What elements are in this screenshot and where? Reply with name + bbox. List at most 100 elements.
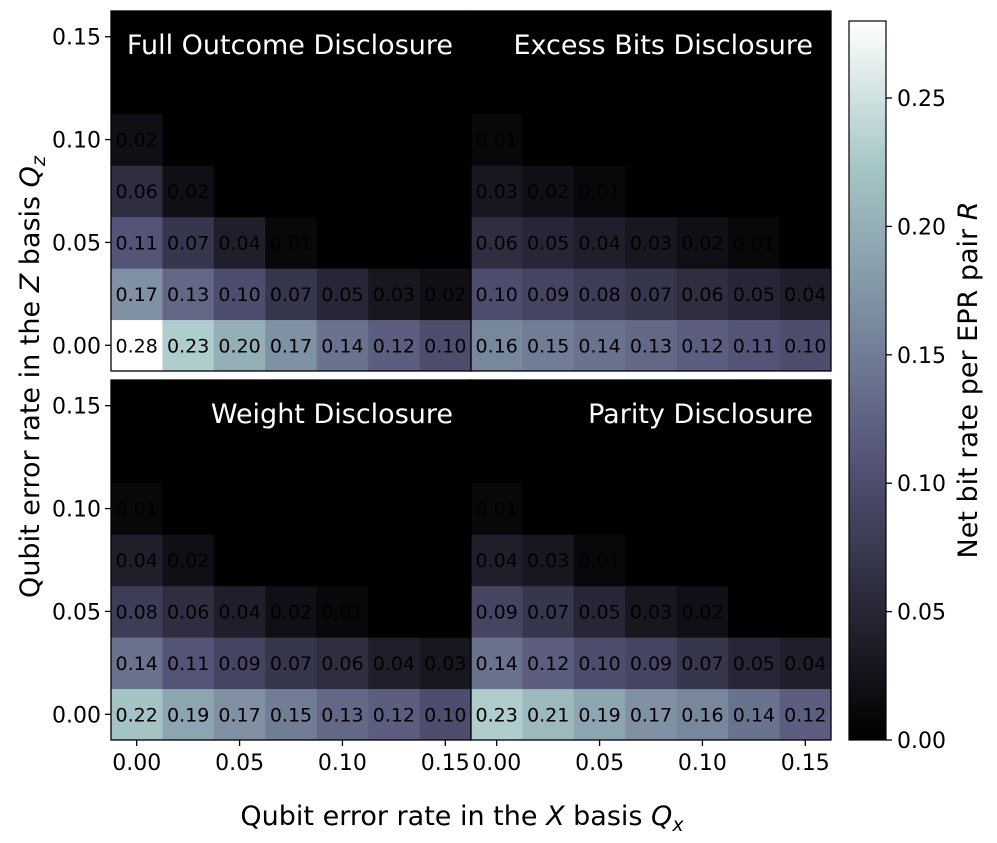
heatmap-cell	[213, 688, 266, 741]
cell-label: 0.01	[476, 499, 518, 521]
cell-label: 0.13	[321, 704, 363, 726]
heatmap-panel: 0.16 0.15 0.14 0.13 0.12 0.11 0.10 0.10 0.09 0.08…	[470, 10, 832, 372]
x-axis-label: Qubit error rate in the X basis Qx	[240, 801, 684, 836]
cell-label: 0.12	[373, 335, 415, 357]
cell-label: 0.07	[270, 653, 312, 675]
heatmap-cell	[779, 113, 832, 166]
y-tick-label: 0.10	[52, 129, 101, 154]
x-tick-label: 0.05	[575, 751, 624, 776]
cell-label: 0.06	[476, 232, 518, 254]
cell-label: 0.01	[270, 232, 312, 254]
heatmap-cell	[625, 431, 678, 484]
panel-title: Excess Bits Disclosure	[513, 30, 813, 61]
panel-title: Full Outcome Disclosure	[127, 30, 453, 61]
heatmap-cell	[522, 62, 575, 115]
colorbar-gradient	[848, 20, 887, 741]
heatmap-cell	[316, 482, 369, 535]
heatmap-cell	[162, 688, 215, 741]
heatmap-cell	[573, 216, 626, 269]
cell-label: 0.04	[218, 232, 260, 254]
cell-label: 0.23	[476, 704, 518, 726]
cell-label: 0.14	[578, 335, 620, 357]
cell-label: 0.13	[630, 335, 672, 357]
colorbar-tick-label: 0.25	[897, 87, 946, 112]
heatmap-cell	[111, 62, 163, 115]
heatmap-cell	[368, 585, 421, 638]
x-tick-label: 0.00	[472, 751, 521, 776]
y-tick-label: 0.05	[52, 600, 101, 625]
cell-label: 0.10	[476, 284, 518, 306]
cell-label: 0.11	[167, 653, 209, 675]
heatmap-cell	[419, 113, 472, 166]
heatmap-cell	[471, 319, 523, 372]
heatmap-cell	[368, 319, 421, 372]
cell-label: 0.04	[476, 550, 518, 572]
heatmap-cell	[419, 688, 472, 741]
heatmap-cell	[522, 113, 575, 166]
heatmap-cell	[625, 380, 678, 432]
cell-label: 0.07	[527, 601, 569, 623]
heatmap-cell	[213, 585, 266, 638]
colorbar-label: Net bit rate per EPR pair R	[953, 202, 984, 559]
colorbar-ticks: 0.00 0.05 0.10 0.15 0.20 0.25	[886, 87, 946, 754]
heatmap-cell	[265, 11, 318, 63]
heatmap-panel: 0.22 0.19 0.17 0.15 0.13 0.12 0.10 0.14 0.11 0.09…	[52, 379, 472, 776]
cell-label: 0.03	[373, 284, 415, 306]
heatmap-cell	[728, 585, 781, 638]
heatmap-cell	[368, 637, 421, 690]
heatmap-cell	[676, 380, 729, 432]
cell-label: 0.02	[424, 284, 466, 306]
heatmap-cell	[111, 534, 163, 587]
cell-label: 0.02	[681, 232, 723, 254]
heatmap-cell	[573, 585, 626, 638]
y-tick-label: 0.10	[52, 498, 101, 523]
heatmap-cell	[471, 62, 523, 115]
heatmap-cell	[111, 688, 163, 741]
svg-text:Qubit error rate in the Z basi: Qubit error rate in the Z basis Qz	[15, 155, 50, 598]
heatmap-cell	[779, 534, 832, 587]
cell-label: 0.06	[321, 653, 363, 675]
heatmap-cell	[265, 165, 318, 218]
x-tick-label: 0.10	[318, 751, 367, 776]
heatmap-cell	[419, 268, 472, 321]
heatmap-cell	[265, 482, 318, 535]
cell-label: 0.23	[167, 335, 209, 357]
heatmap-cell	[316, 216, 369, 269]
heatmap-cell	[368, 534, 421, 587]
heatmap-cell	[779, 216, 832, 269]
heatmap-cell	[162, 62, 215, 115]
heatmap-cell	[625, 534, 678, 587]
heatmap-cell	[316, 637, 369, 690]
x-tick-label: 0.15	[421, 751, 470, 776]
heatmap-cell	[419, 216, 472, 269]
heatmap-cell	[419, 319, 472, 372]
heatmap-cell	[522, 11, 575, 63]
heatmap-cell	[316, 62, 369, 115]
heatmap-cell	[213, 165, 266, 218]
cell-label: 0.05	[733, 653, 775, 675]
cell-label: 0.05	[578, 601, 620, 623]
heatmap-cell	[779, 62, 832, 115]
heatmap-cell	[265, 319, 318, 372]
cell-label: 0.10	[578, 653, 620, 675]
heatmap-cell	[368, 11, 421, 63]
heatmap-cell	[265, 431, 318, 484]
heatmap-cell	[213, 216, 266, 269]
heatmap-cell	[162, 380, 215, 432]
heatmap-cell	[779, 482, 832, 535]
cell-label: 0.01	[578, 181, 620, 203]
heatmap-cell	[368, 165, 421, 218]
heatmap-cell	[676, 113, 729, 166]
heatmap-cell	[676, 585, 729, 638]
cell-label: 0.03	[424, 653, 466, 675]
heatmap-cell	[779, 11, 832, 63]
cell-label: 0.14	[476, 653, 518, 675]
heatmap-cell	[213, 380, 266, 432]
panels: 0.28 0.23 0.20 0.17 0.14 0.12 0.10 0.17 0.13 0.10…	[52, 10, 832, 776]
y-axis-label: Qubit error rate in the Z basis Qz	[15, 155, 50, 598]
heatmap-cell	[265, 534, 318, 587]
heatmap-cell	[471, 165, 523, 218]
heatmap-cell	[316, 534, 369, 587]
cell-label: 0.06	[116, 181, 158, 203]
cell-label: 0.04	[784, 284, 826, 306]
